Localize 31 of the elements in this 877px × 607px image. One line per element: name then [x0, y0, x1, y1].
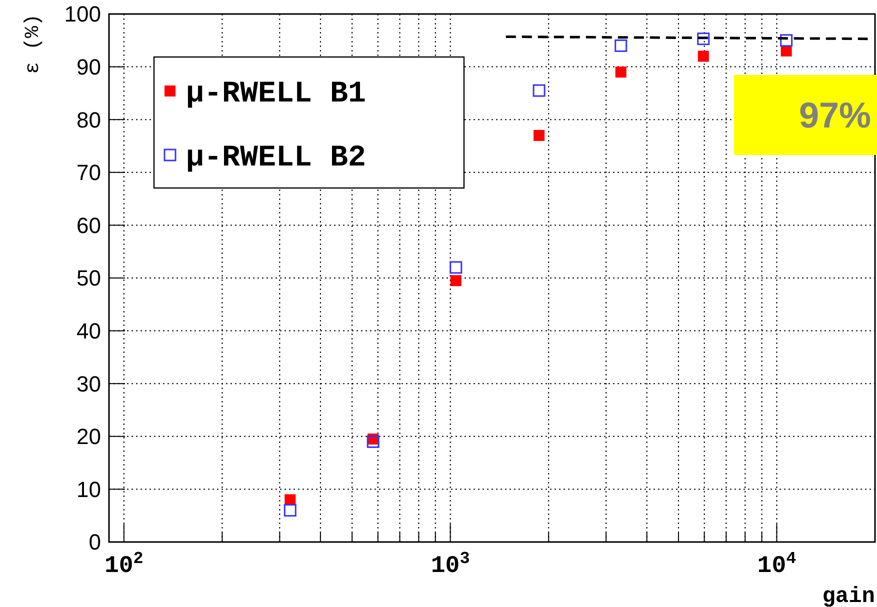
point: [780, 45, 792, 56]
point: [450, 275, 462, 286]
point: [366, 435, 380, 448]
x-axis-title: gain: [822, 584, 875, 607]
x-tick-label: 10$^{4}$: [757, 550, 796, 580]
point: [284, 494, 296, 506]
y-tick-label: 50: [76, 266, 101, 291]
point: [534, 130, 545, 141]
x-tick-label: 10$^{3}$: [430, 550, 470, 580]
y-axis-title: ε (%): [22, 14, 45, 74]
y-tick-label: 70: [76, 160, 101, 186]
y-tick-label: 40: [76, 318, 101, 344]
point: [532, 84, 546, 97]
y-tick-label: 20: [76, 424, 101, 450]
point: [615, 66, 626, 78]
point: [614, 39, 628, 52]
legend-label: μ-RWELL B2: [186, 142, 366, 176]
y-tick-label: 30: [76, 371, 101, 396]
y-tick-label: 80: [76, 107, 101, 132]
y-tick-label: 60: [76, 212, 101, 238]
annotation: 97%: [798, 94, 871, 136]
y-tick-label: 0: [88, 530, 101, 555]
point: [450, 261, 462, 274]
y-tick-label: 100: [64, 2, 101, 27]
point: [698, 50, 709, 62]
point: [284, 504, 296, 517]
y-tick-label: 10: [76, 476, 101, 502]
point: [368, 434, 379, 445]
legend-label: μ-RWELL B1: [186, 78, 366, 112]
y-tick-label: 90: [76, 54, 101, 80]
x-tick-label: 10$^{2}$: [104, 550, 144, 580]
